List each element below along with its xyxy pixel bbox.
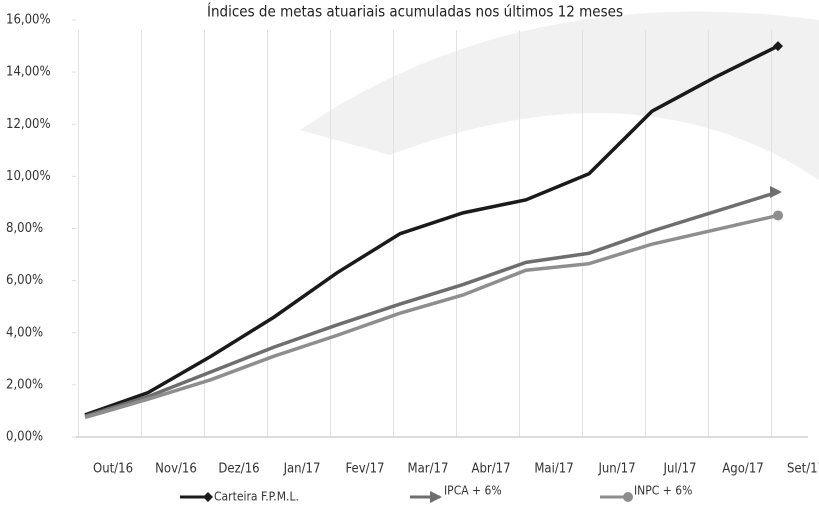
- x-tick-label: Abr/17: [471, 462, 510, 477]
- x-tick-label: Ago/17: [722, 462, 763, 477]
- end-marker: [773, 41, 783, 52]
- x-tick-label: Mai/17: [534, 462, 573, 477]
- series-line: [84, 213, 779, 420]
- y-tick-label: 16,00%: [6, 13, 51, 28]
- legend-marker: [430, 491, 442, 503]
- legend-label: Carteira F.P.M.L.: [214, 490, 299, 504]
- x-tick-label: Jun/17: [597, 462, 635, 477]
- x-tick-label: Set/17: [787, 462, 819, 477]
- series-line: [84, 44, 779, 417]
- y-tick-label: 12,00%: [6, 117, 51, 132]
- x-tick-label: Jan/17: [283, 462, 321, 477]
- series-line: [84, 190, 779, 418]
- legend-label: INPC + 6%: [634, 484, 692, 498]
- x-tick-label: Jul/17: [663, 462, 697, 477]
- legend-marker: [203, 492, 213, 502]
- x-tick-label: Out/16: [93, 462, 133, 477]
- background-shape: [300, 11, 819, 180]
- y-tick-label: 6,00%: [6, 273, 43, 288]
- chart-title: Índices de metas atuariais acumuladas no…: [207, 2, 623, 21]
- y-tick-label: 14,00%: [6, 65, 51, 80]
- y-tick-label: 8,00%: [6, 221, 43, 236]
- legend-marker: [623, 492, 633, 502]
- y-tick-label: 2,00%: [6, 377, 43, 392]
- legend-label: IPCA + 6%: [444, 484, 502, 498]
- x-tick-label: Dez/16: [218, 462, 259, 477]
- y-tick-label: 10,00%: [6, 169, 51, 184]
- x-tick-label: Mar/17: [408, 462, 449, 477]
- x-tick-label: Nov/16: [155, 462, 197, 477]
- y-tick-label: 4,00%: [6, 325, 43, 340]
- x-tick-label: Fev/17: [346, 462, 385, 477]
- y-tick-label: 0,00%: [6, 430, 43, 445]
- end-marker: [770, 186, 782, 199]
- end-marker: [773, 210, 783, 221]
